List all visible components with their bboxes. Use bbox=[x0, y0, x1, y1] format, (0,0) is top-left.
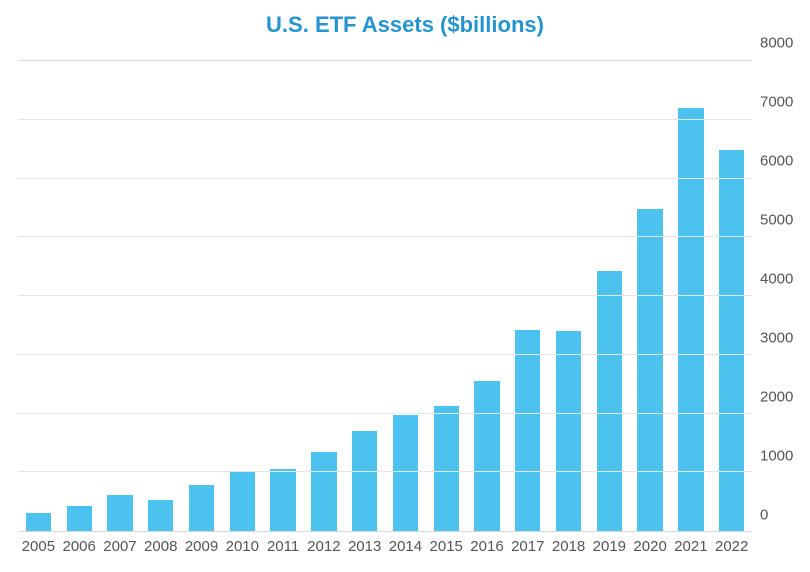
bar-slot bbox=[100, 61, 141, 531]
bar-slot bbox=[181, 61, 222, 531]
bar bbox=[434, 406, 459, 531]
x-tick-label: 2006 bbox=[59, 538, 100, 555]
x-tick-label: 2018 bbox=[548, 538, 589, 555]
x-tick-label: 2021 bbox=[671, 538, 712, 555]
bar bbox=[26, 513, 51, 531]
x-tick-label: 2013 bbox=[344, 538, 385, 555]
bar bbox=[515, 330, 540, 531]
bar-slot bbox=[263, 61, 304, 531]
x-tick-label: 2016 bbox=[467, 538, 508, 555]
bar bbox=[678, 108, 703, 531]
bar bbox=[597, 271, 622, 531]
bar bbox=[311, 452, 336, 531]
y-tick-label: 5000 bbox=[760, 212, 808, 229]
bar-slot bbox=[385, 61, 426, 531]
etf-assets-chart: U.S. ETF Assets ($billions) 200520062007… bbox=[0, 0, 810, 572]
bar bbox=[393, 415, 418, 531]
bar-slot bbox=[507, 61, 548, 531]
gridline bbox=[18, 178, 752, 179]
y-tick-label: 6000 bbox=[760, 153, 808, 170]
bar bbox=[189, 485, 214, 531]
x-axis-labels: 2005200620072008200920102011201220132014… bbox=[18, 538, 752, 555]
x-tick-label: 2019 bbox=[589, 538, 630, 555]
plot-area bbox=[18, 60, 752, 532]
bar-slot bbox=[671, 61, 712, 531]
gridline bbox=[18, 413, 752, 414]
bars-container bbox=[18, 61, 752, 531]
x-tick-label: 2010 bbox=[222, 538, 263, 555]
gridline bbox=[18, 354, 752, 355]
bar bbox=[107, 495, 132, 531]
x-tick-label: 2020 bbox=[630, 538, 671, 555]
bar-slot bbox=[711, 61, 752, 531]
y-tick-label: 8000 bbox=[760, 35, 808, 52]
bar bbox=[148, 500, 173, 531]
x-tick-label: 2008 bbox=[140, 538, 181, 555]
x-tick-label: 2011 bbox=[263, 538, 304, 555]
x-tick-label: 2009 bbox=[181, 538, 222, 555]
bar bbox=[230, 472, 255, 531]
x-tick-label: 2012 bbox=[303, 538, 344, 555]
bar-slot bbox=[467, 61, 508, 531]
bar-slot bbox=[548, 61, 589, 531]
y-tick-label: 2000 bbox=[760, 389, 808, 406]
x-tick-label: 2022 bbox=[711, 538, 752, 555]
gridline bbox=[18, 295, 752, 296]
bar bbox=[474, 381, 499, 531]
x-tick-label: 2017 bbox=[507, 538, 548, 555]
bar-slot bbox=[140, 61, 181, 531]
bar bbox=[637, 209, 662, 531]
bar-slot bbox=[344, 61, 385, 531]
bar bbox=[67, 506, 92, 531]
bar-slot bbox=[630, 61, 671, 531]
x-tick-label: 2005 bbox=[18, 538, 59, 555]
x-tick-label: 2007 bbox=[100, 538, 141, 555]
y-axis-labels: 010002000300040005000600070008000 bbox=[760, 60, 808, 532]
bar bbox=[556, 331, 581, 531]
bar-slot bbox=[18, 61, 59, 531]
gridline bbox=[18, 471, 752, 472]
bar bbox=[719, 150, 744, 531]
x-tick-label: 2015 bbox=[426, 538, 467, 555]
y-tick-label: 3000 bbox=[760, 330, 808, 347]
y-tick-label: 4000 bbox=[760, 271, 808, 288]
bar-slot bbox=[303, 61, 344, 531]
bar-slot bbox=[426, 61, 467, 531]
chart-title: U.S. ETF Assets ($billions) bbox=[0, 12, 810, 38]
y-tick-label: 1000 bbox=[760, 448, 808, 465]
bar-slot bbox=[589, 61, 630, 531]
x-tick-label: 2014 bbox=[385, 538, 426, 555]
bar bbox=[352, 431, 377, 531]
y-tick-label: 0 bbox=[760, 507, 808, 524]
y-tick-label: 7000 bbox=[760, 94, 808, 111]
gridline bbox=[18, 119, 752, 120]
bar-slot bbox=[59, 61, 100, 531]
bar-slot bbox=[222, 61, 263, 531]
gridline bbox=[18, 236, 752, 237]
bar bbox=[270, 469, 295, 531]
